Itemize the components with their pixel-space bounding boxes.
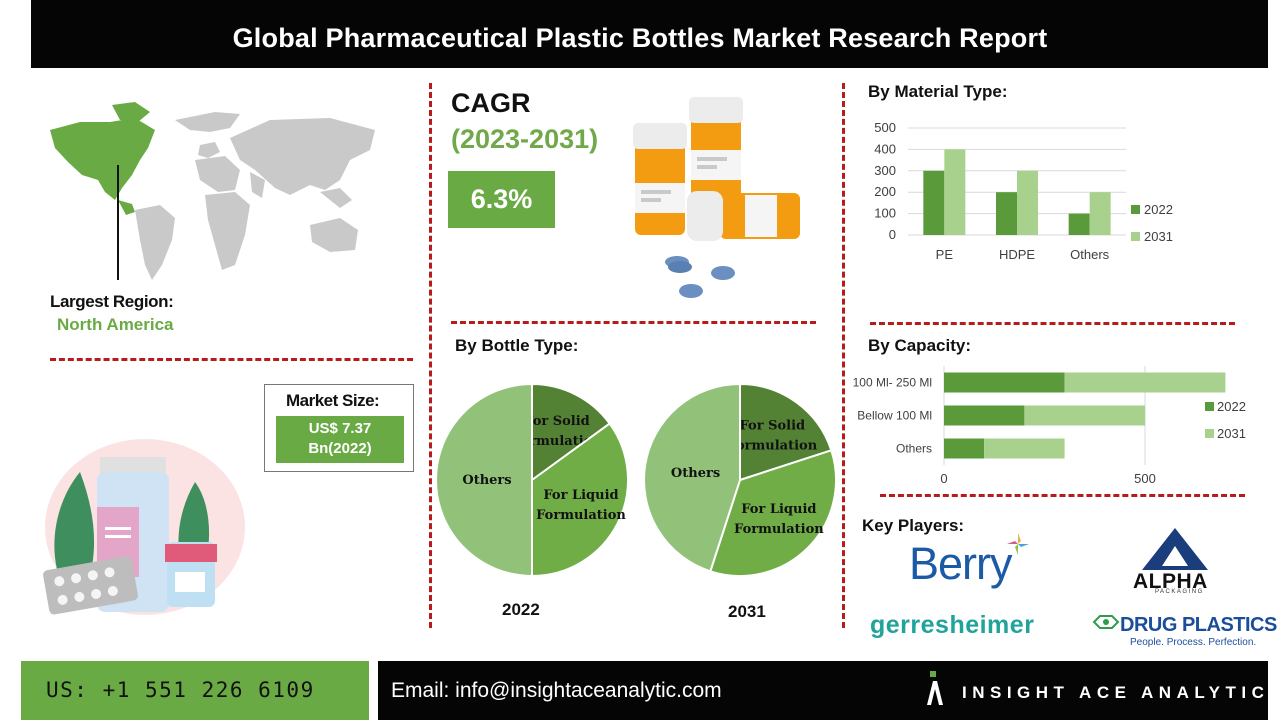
drug-plastics-tagline: People. Process. Perfection. [1130, 637, 1257, 648]
capacity-legend-label: 2022 [1217, 399, 1246, 414]
contact-email[interactable]: Email: info@insightaceanalytic.com [391, 679, 722, 702]
pie-label: For Liquid Formulation [536, 488, 626, 523]
capacity-bar-2022-1 [944, 405, 1025, 426]
material-legend-label: 2022 [1144, 202, 1173, 217]
capacity-legend-swatch [1205, 402, 1214, 411]
footer-phone-bar [21, 661, 369, 720]
divider-h-right-2 [880, 494, 1245, 497]
material-bar-chart: 0 100 200 300 400 500 PE HDPE Others 2022 2031 [874, 120, 1173, 262]
material-x-tick: PE [936, 247, 954, 262]
page-title: Global Pharmaceutical Plastic Bottles Ma… [232, 23, 1048, 53]
material-bar-2022-hdpe [996, 192, 1017, 235]
capacity-legend-label: 2031 [1217, 426, 1246, 441]
material-y-tick: 400 [874, 141, 896, 156]
brand-name: INSIGHT ACE ANALYTIC [962, 683, 1270, 702]
material-bar-2031-pe [944, 149, 966, 235]
bottle-section-title: By Bottle Type: [455, 336, 579, 355]
bottle-pie-2031: For Solid Formulation For Liquid Formulatio… [643, 382, 837, 577]
medicine-illustration [43, 439, 245, 615]
capacity-bar-2022-0 [944, 372, 1065, 393]
material-y-tick: 500 [874, 120, 896, 135]
capacity-y-tick: Others [896, 442, 932, 456]
market-size-label: Market Size: [286, 391, 380, 410]
pie-slice-0 [739, 382, 833, 482]
region-pointer-line [117, 165, 119, 280]
material-y-tick: 300 [874, 163, 896, 178]
pie-label: For Liquid Formulation [734, 502, 824, 537]
cagr-value: 6.3% [448, 171, 555, 228]
pie-year-2022: 2022 [502, 600, 540, 619]
material-legend-swatch [1131, 205, 1140, 214]
divider-h-right-1 [870, 322, 1235, 325]
capacity-y-tick: 100 Ml- 250 Ml [853, 376, 932, 390]
capacity-bar-2022-2 [944, 438, 985, 459]
footer-email-bar [378, 661, 1268, 720]
divider-h-left [50, 358, 413, 361]
header-bar [31, 0, 1268, 68]
alpha-logo-text: ALPHA [1133, 570, 1208, 593]
capacity-bar-2031-2 [984, 438, 1065, 459]
material-x-tick: HDPE [999, 247, 1035, 262]
pie-label: For Solid Formulation [727, 419, 817, 454]
capacity-x-tick: 500 [1134, 471, 1156, 486]
pie-year-2031: 2031 [728, 602, 766, 621]
cagr-label: CAGR [451, 88, 531, 118]
pie-label: Others [671, 466, 720, 481]
pie-slice-1 [709, 449, 837, 577]
pie-slice-2 [643, 382, 741, 573]
players-section-title: Key Players: [862, 516, 965, 535]
divider-right [842, 83, 845, 628]
material-bar-2031-hdpe [1017, 170, 1038, 235]
largest-region-label: Largest Region: [50, 292, 174, 311]
material-x-tick: Others [1070, 247, 1110, 262]
capacity-y-tick: Bellow 100 Ml [857, 409, 932, 423]
contact-phone[interactable]: US: +1 551 226 6109 [46, 678, 315, 702]
material-section-title: By Material Type: [868, 82, 1008, 101]
divider-h-mid [451, 321, 816, 324]
world-map [50, 102, 375, 280]
pie-slice-2 [435, 382, 533, 578]
pie-slice-1 [531, 422, 629, 578]
market-size-value-line2: Bn(2022) [308, 440, 372, 457]
market-size-value: US$ 7.37 Bn(2022) [276, 416, 404, 463]
alpha-logo-icon [1142, 528, 1208, 570]
berry-logo-icon [1007, 533, 1029, 555]
capacity-bar-2031-0 [1064, 372, 1226, 393]
drug-plastics-logo-text: DRUG PLASTICS [1120, 614, 1277, 636]
alpha-logo-subtext: PACKAGING [1155, 589, 1204, 595]
material-legend-swatch [1131, 232, 1140, 241]
gerresheimer-logo-text: gerresheimer [870, 611, 1035, 639]
market-size-value-line1: US$ 7.37 [308, 420, 372, 437]
divider-left [429, 83, 432, 628]
cagr-period: (2023-2031) [451, 124, 599, 154]
pill-bottles-illustration [633, 97, 800, 298]
material-legend-label: 2031 [1144, 229, 1173, 244]
pie-label: Others [462, 473, 511, 488]
drug-plastics-logo-icon [1092, 615, 1120, 629]
material-bar-2031-others [1089, 192, 1111, 235]
material-y-tick: 200 [874, 184, 896, 199]
material-y-tick: 100 [874, 206, 896, 221]
material-bar-2022-pe [923, 170, 945, 235]
brand-logo-icon [927, 671, 943, 705]
berry-logo-text: Berry [909, 538, 1013, 589]
pie-slice-0 [531, 382, 612, 482]
largest-region-value: North America [57, 315, 174, 334]
material-bar-2022-others [1068, 213, 1090, 235]
capacity-bar-2031-1 [1024, 405, 1145, 426]
material-y-tick: 0 [889, 227, 896, 242]
capacity-section-title: By Capacity: [868, 336, 971, 355]
capacity-legend-swatch [1205, 429, 1214, 438]
capacity-x-tick: 0 [940, 471, 947, 486]
